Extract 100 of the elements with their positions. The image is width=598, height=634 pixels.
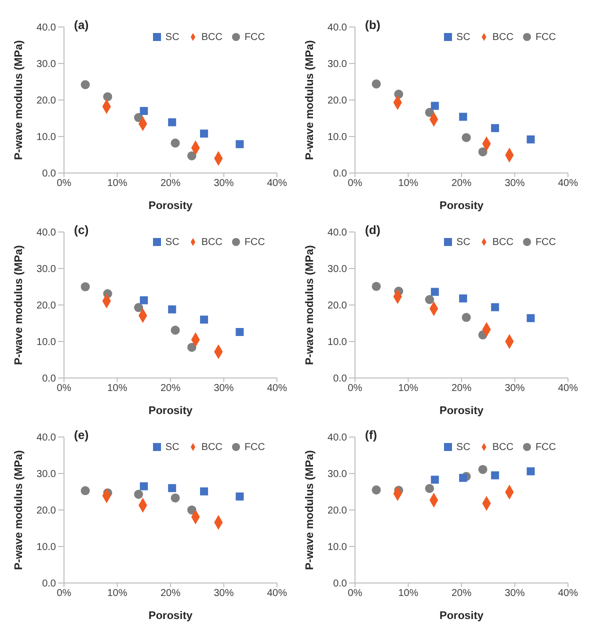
y-tick-label: 30.0 [36,469,56,480]
y-tick-label: 10.0 [328,337,348,348]
point [491,303,500,312]
legend-label: BCC [201,237,222,248]
x-tick-label: 40% [558,588,578,600]
point [372,485,381,494]
y-axis-title: P-wave modulus (MPa) [12,450,25,570]
y-axis-title: P-wave modulus (MPa) [304,244,316,365]
x-tick-label: 40% [558,383,578,394]
y-tick-label: 0.0 [42,374,56,385]
y-tick-label: 0.0 [333,578,348,590]
y-tick-label: 10.0 [328,542,348,554]
point [168,118,176,126]
legend-label: SC [456,442,470,453]
point [170,326,180,335]
x-tick-label: 10% [107,588,128,600]
x-tick-label: 20% [451,588,472,600]
x-tick-label: 0% [348,588,362,600]
legend-label: BCC [492,32,514,43]
chart-title: (d) [365,223,380,237]
x-tick-label: 0% [56,588,72,600]
y-axis-title: P-wave modulus (MPa) [304,40,316,160]
point [462,312,471,322]
point [430,288,439,296]
x-tick-label: 20% [160,383,181,394]
legend-label: FCC [535,237,556,248]
point [491,124,500,132]
point [372,79,381,88]
x-tick-label: 30% [504,178,525,190]
x-tick-label: 0% [56,383,72,394]
legend-label: FCC [244,32,265,43]
point [187,151,196,160]
y-tick-label: 10.0 [328,132,348,144]
legend-label: SC [165,237,180,248]
x-tick-label: 30% [214,588,234,600]
y-axis-title: P-wave modulus (MPa) [304,450,316,570]
point [140,482,148,490]
x-axis-title: Porosity [148,610,194,622]
x-tick-label: 20% [451,178,472,190]
legend-label: SC [456,237,470,248]
point [140,296,148,304]
point [200,316,208,324]
point [462,133,471,142]
chart-title: (a) [74,18,89,32]
y-tick-label: 20.0 [36,300,56,312]
point [80,486,90,496]
point [526,314,535,322]
chart-title: (f) [365,428,377,442]
point [80,282,90,292]
x-tick-label: 30% [214,383,234,394]
x-tick-label: 20% [160,588,181,600]
y-tick-label: 0.0 [42,168,56,180]
point [236,492,244,500]
y-tick-label: 40.0 [328,432,348,444]
point [168,484,176,492]
x-tick-label: 20% [451,383,472,394]
y-tick-label: 30.0 [328,469,348,480]
x-tick-label: 40% [266,588,288,600]
y-tick-label: 0.0 [333,374,348,385]
point [200,130,208,138]
x-tick-label: 30% [504,383,525,394]
y-axis-title: P-wave modulus (MPa) [12,244,25,365]
legend-label: SC [165,32,180,43]
point [200,487,208,496]
point [168,305,176,314]
y-axis-title: P-wave modulus (MPa) [12,40,25,160]
point [526,467,535,476]
point [478,464,488,474]
x-axis-title: Porosity [148,200,194,212]
chart-title: (e) [74,428,89,442]
y-tick-label: 30.0 [36,264,56,276]
point [140,106,148,115]
legend-label: FCC [535,32,556,43]
y-tick-label: 40.0 [328,228,348,239]
legend-label: SC [165,442,180,453]
point [491,471,500,480]
x-tick-label: 10% [398,383,418,394]
point [372,282,381,291]
y-tick-label: 40.0 [328,22,348,34]
point [170,138,180,148]
chart-title: (b) [365,18,380,32]
x-tick-label: 0% [348,383,362,394]
y-tick-label: 40.0 [36,22,56,34]
chart-title: (c) [74,223,89,237]
x-tick-label: 10% [107,383,128,394]
y-tick-label: 20.0 [36,506,56,517]
legend-label: BCC [201,442,222,453]
x-tick-label: 0% [348,178,362,190]
y-tick-label: 10.0 [36,542,56,554]
y-tick-label: 0.0 [333,168,348,180]
y-tick-label: 0.0 [42,578,56,590]
point [430,476,439,484]
y-tick-label: 30.0 [328,59,348,70]
point [459,112,468,121]
point [103,92,112,102]
point [187,342,196,352]
point [236,328,244,336]
legend-label: SC [456,32,470,43]
y-tick-label: 10.0 [36,337,56,348]
x-tick-label: 30% [214,178,234,190]
